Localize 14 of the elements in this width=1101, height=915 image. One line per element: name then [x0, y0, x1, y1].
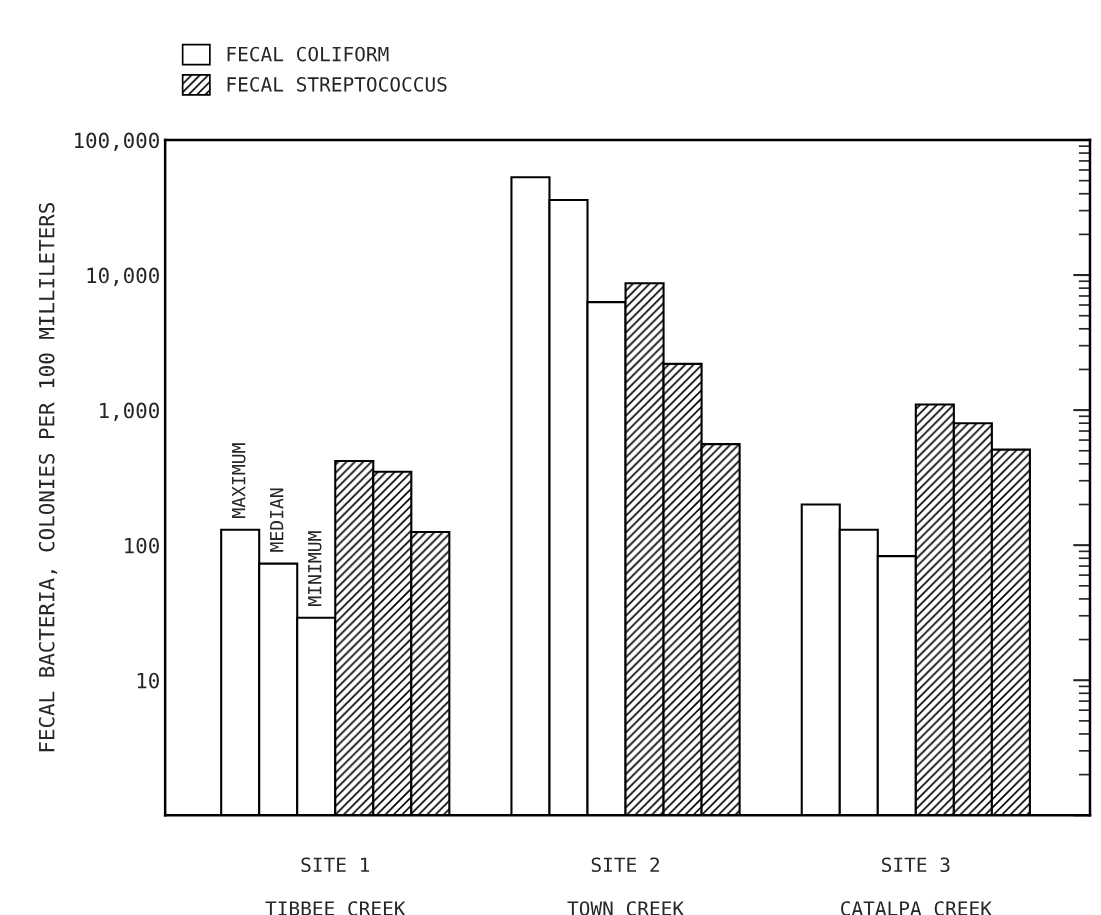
category-label: SITE 1 TIBBEE CREEK [265, 857, 406, 915]
annotation: MEDIAN [270, 488, 284, 552]
y-tick-label: 10,000 [87, 267, 159, 286]
annotation: MINIMUM [308, 531, 322, 606]
y-tick-label: 100 [125, 537, 159, 554]
category-label: SITE 3 CATALPA CREEK [841, 857, 992, 915]
legend-label: FECAL STREPTOCOCCUS [227, 77, 447, 92]
y-axis-title: FECAL BACTERIA, COLONIES PER 100 MILLILETERS [38, 203, 58, 752]
legend-label: FECAL COLIFORM [227, 46, 389, 62]
y-tick-label: 10 [137, 672, 159, 689]
y-tick-label: 1,000 [100, 402, 159, 421]
y-tick-label: 100,000 [75, 132, 159, 151]
category-label: SITE 2 TOWN CREEK [567, 857, 684, 915]
annotation: MAXIMUM [232, 443, 246, 518]
